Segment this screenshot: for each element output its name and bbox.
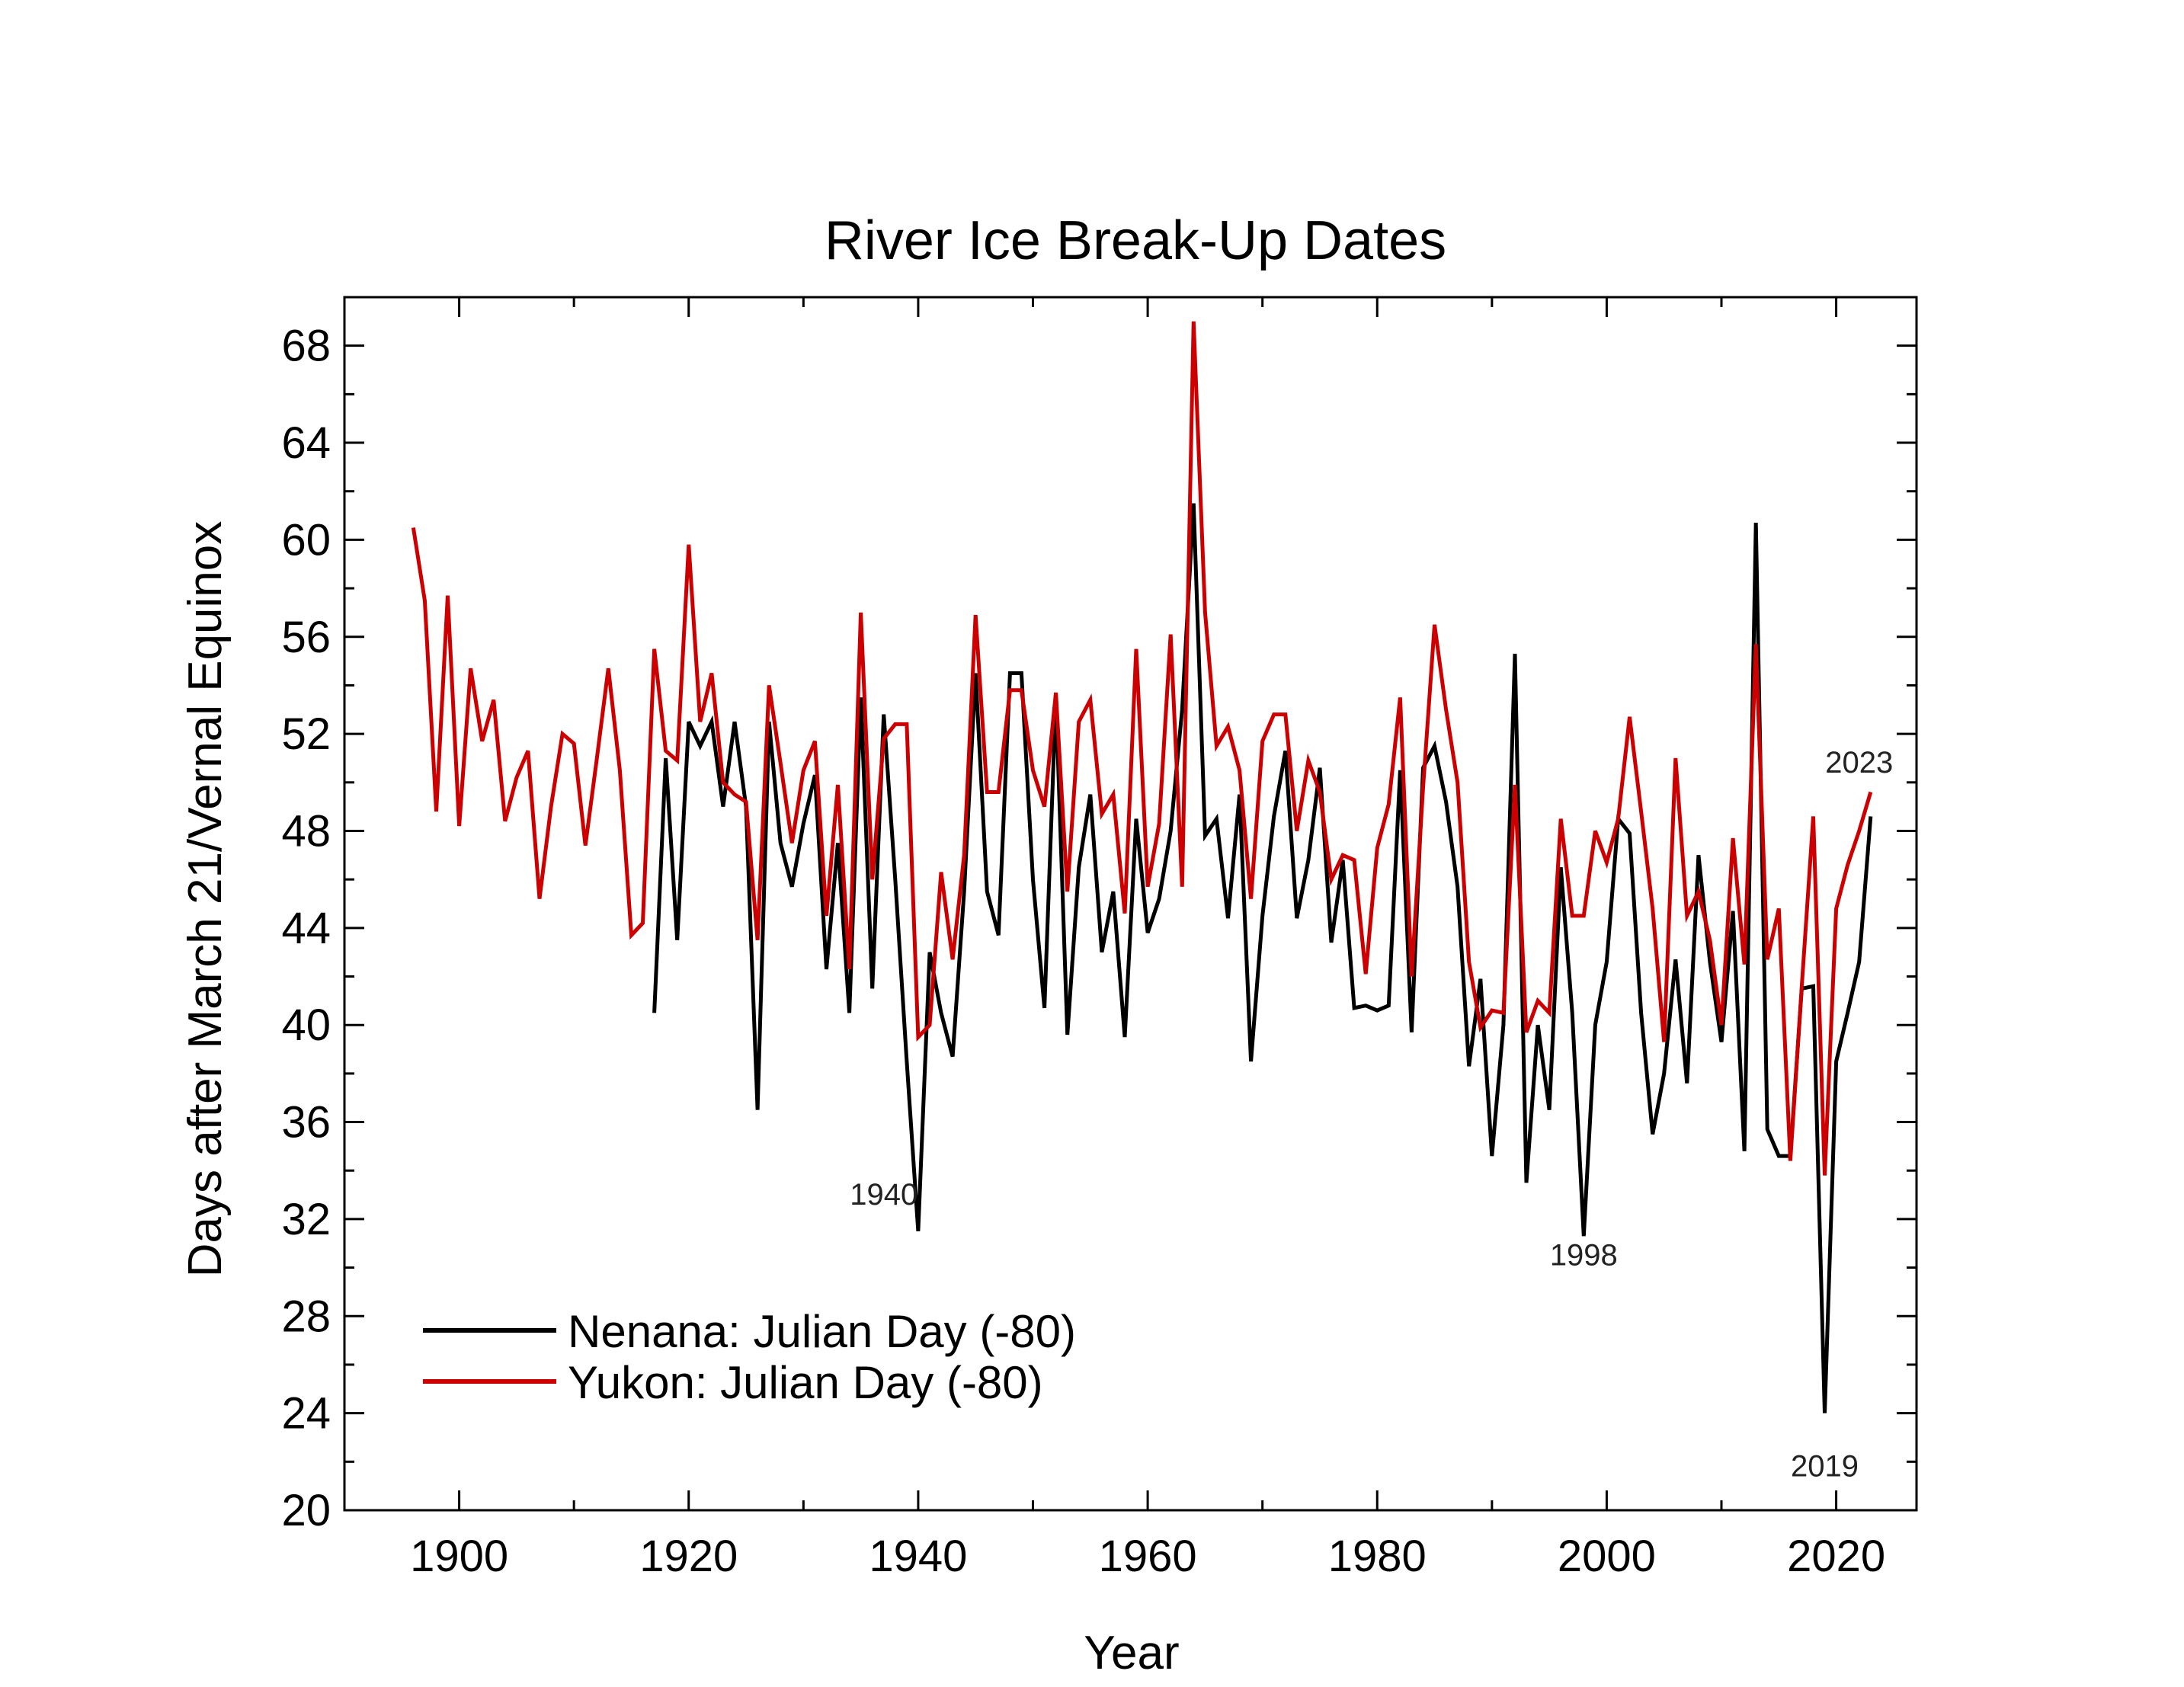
legend-label-nenana: Nenana: Julian Day (-80) [568,1306,1076,1357]
annotation-1940: 1940 [850,1178,917,1212]
y-axis-label: Days after March 21/Vernal Equinox [179,521,232,1278]
y-tick-label: 64 [281,418,331,468]
annotation-1998: 1998 [1550,1238,1618,1272]
y-tick-label: 52 [281,709,331,759]
plot-frame [343,296,1918,1512]
series-lines [411,321,1873,1413]
y-tick-label: 60 [281,515,331,565]
y-tick-label: 68 [281,322,331,371]
chart-title: River Ice Break-Up Dates [825,210,1446,271]
y-tick-label: 36 [281,1098,331,1148]
x-tick-label: 2000 [1558,1532,1656,1581]
legend-label-yukon: Yukon: Julian Day (-80) [568,1357,1043,1408]
x-tick-label: 1980 [1328,1532,1427,1581]
x-tick-label: 1940 [869,1532,967,1581]
annotation-2019: 2019 [1791,1449,1859,1483]
x-tick-label: 1900 [410,1532,508,1581]
y-tick-label: 28 [281,1292,331,1341]
x-axis-label: Year [1084,1627,1179,1679]
annotations: 1940 1998 2019 2023 [850,746,1893,1483]
annotation-2023: 2023 [1825,746,1893,779]
y-tick-label: 32 [281,1195,331,1244]
y-tick-label: 24 [281,1389,331,1439]
x-tick-label: 1920 [639,1532,738,1581]
x-tick-label: 2020 [1787,1532,1885,1581]
x-tick-label: 1960 [1099,1532,1197,1581]
series-line-nenana [652,503,1873,1413]
y-tick-label: 48 [281,806,331,856]
y-tick-label: 44 [281,904,331,953]
y-tick-label: 56 [281,613,331,662]
y-tick-label: 20 [281,1486,331,1535]
y-tick-label: 40 [281,1000,331,1050]
series-line-yukon [411,321,1873,1176]
legend: Nenana: Julian Day (-80) Yukon: Julian D… [423,1306,1076,1408]
